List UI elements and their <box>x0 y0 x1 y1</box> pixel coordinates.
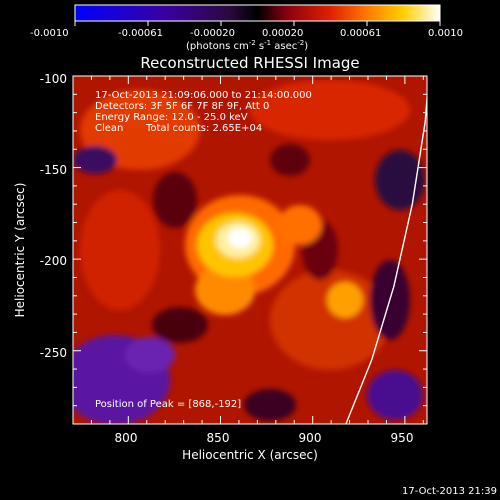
y-tick-label-neg150: -150 <box>40 163 67 177</box>
colorbar-ticks <box>74 21 441 26</box>
colorbar-tick-label-3: 0.00020 <box>262 28 303 39</box>
plot-frame <box>72 75 428 425</box>
heatmap-blob <box>327 282 363 318</box>
solar-limb-line <box>345 89 427 424</box>
chart-title: Reconstructed RHESSI Image <box>140 54 359 72</box>
y-tick-label-neg250: -250 <box>40 346 67 360</box>
heatmap-blob <box>153 172 197 228</box>
x-tick-label-950: 950 <box>391 431 414 445</box>
annotation-time-range: 17-Oct-2013 21:09:06.000 to 21:14:00.000 <box>95 90 312 101</box>
heatmap-blob <box>250 80 410 140</box>
annotation-peak-position: Position of Peak = [868,-192] <box>95 399 241 410</box>
colorbar-tick-label-5: 0.0010 <box>428 28 463 39</box>
x-tick-label-850: 850 <box>207 431 230 445</box>
heatmap-blob <box>73 146 117 174</box>
heatmap-blob <box>244 389 296 421</box>
y-axis-label: Heliocentric Y (arcsec) <box>13 183 27 318</box>
colorbar-tick-label-2: -0.00020 <box>190 28 235 39</box>
x-tick-label-800: 800 <box>115 431 138 445</box>
x-tick-label-900: 900 <box>299 431 322 445</box>
y-tick-label-neg100: -100 <box>40 72 67 86</box>
colorbar-units: (photons cm-2 s-1 asec-2) <box>186 39 308 52</box>
heatmap-image <box>73 80 425 424</box>
x-axis-label: Heliocentric X (arcsec) <box>182 448 318 462</box>
heatmap-blob <box>125 337 175 373</box>
heatmap-blob <box>228 228 252 248</box>
annotation-detectors: Detectors: 3F 5F 6F 7F 8F 9F, Att 0 <box>95 101 269 112</box>
colorbar-tick-label-4: 0.00061 <box>340 28 381 39</box>
heatmap-blob <box>278 205 322 245</box>
heatmap-blob <box>375 150 425 210</box>
annotation-energy-range: Energy Range: 12.0 - 25.0 keV <box>95 112 248 123</box>
heatmap-blob <box>367 370 423 420</box>
colorbar-tick-label-0: -0.0010 <box>30 28 69 39</box>
heatmap-blob <box>80 190 160 310</box>
heatmap-blob <box>270 144 310 176</box>
heatmap-blob <box>195 265 255 315</box>
annotation-total-counts: Total counts: 2.65E+04 <box>145 123 262 134</box>
y-tick-label-neg200: -200 <box>40 254 67 268</box>
axis-ticks <box>73 75 427 425</box>
heatmap-blob <box>152 307 208 343</box>
colorbar-tick-label-1: -0.00061 <box>118 28 163 39</box>
colorbar <box>74 4 441 22</box>
annotation-method: Clean <box>95 123 123 134</box>
timestamp: 17-Oct-2013 21:39 <box>402 486 497 497</box>
